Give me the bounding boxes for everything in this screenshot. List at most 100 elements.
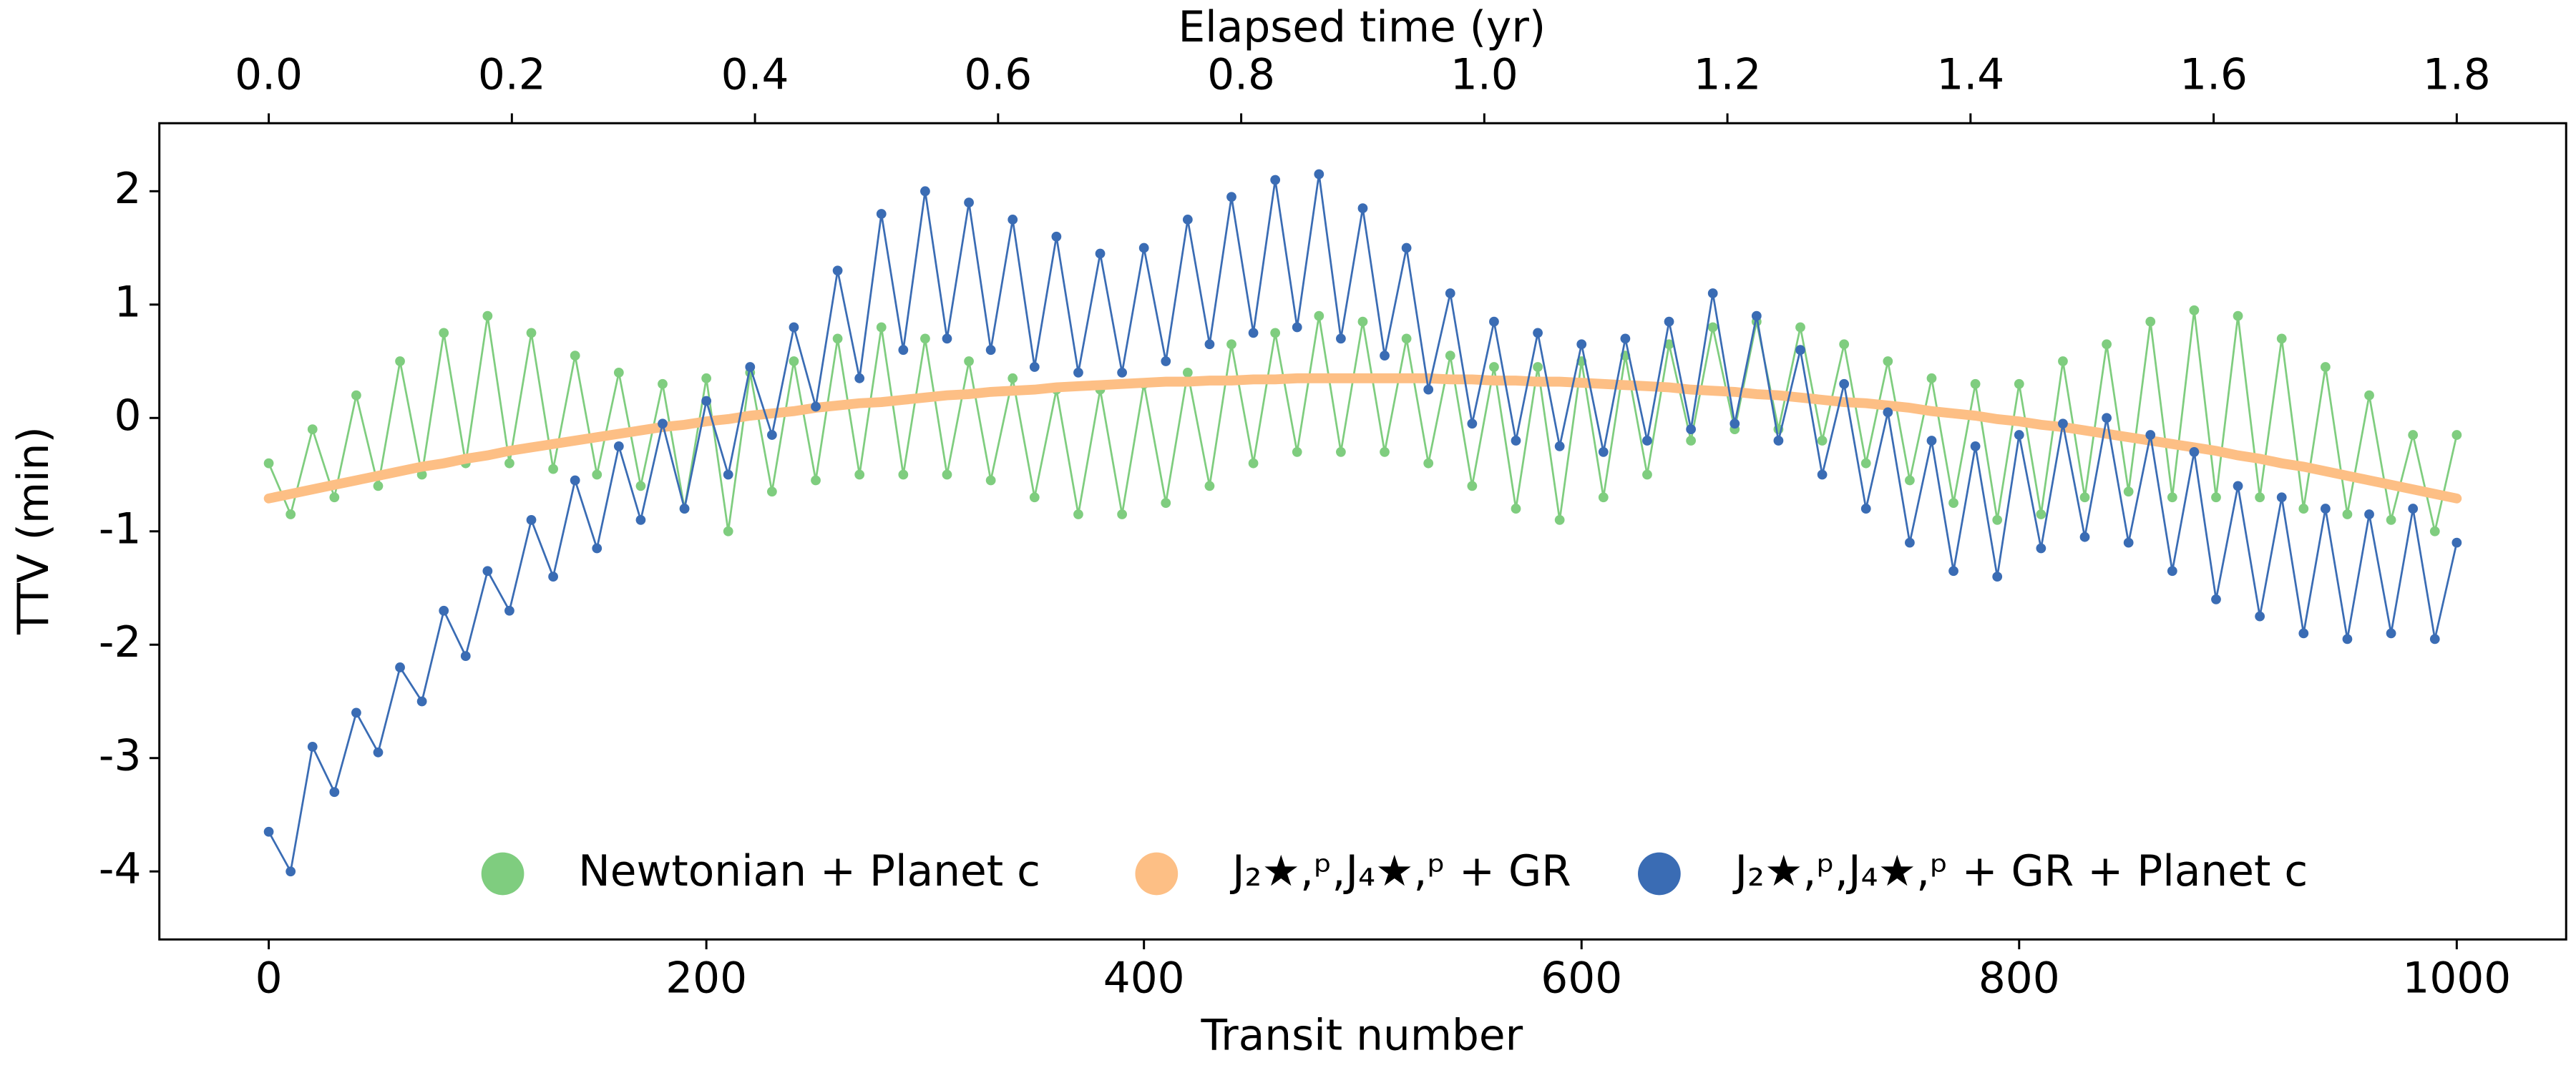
data-point (658, 378, 668, 389)
data-point (1883, 407, 1893, 418)
y-tick-label: 0 (114, 391, 141, 441)
data-point (1905, 475, 1915, 486)
data-point (1029, 492, 1040, 503)
data-point (1817, 469, 1828, 480)
data-point (1707, 322, 1718, 333)
data-point (2167, 566, 2177, 577)
data-point (1860, 458, 1871, 469)
data-point (964, 197, 974, 208)
data-point (1905, 537, 1915, 548)
data-point (307, 424, 318, 435)
top-tick-label: 1.6 (2180, 51, 2248, 100)
data-point (1161, 356, 1171, 366)
data-point (985, 345, 996, 356)
data-point (1292, 446, 1302, 457)
data-point (286, 866, 296, 877)
data-point (2342, 634, 2353, 645)
data-point (1707, 288, 1718, 298)
data-point (789, 322, 799, 333)
data-point (745, 362, 756, 372)
data-point (1138, 242, 1149, 253)
data-point (1073, 368, 1083, 378)
data-point (635, 515, 646, 525)
data-point (1008, 373, 1018, 383)
data-point (985, 475, 996, 486)
data-point (2364, 390, 2374, 401)
legend-label: Newtonian + Planet c (578, 847, 1040, 896)
data-point (1335, 446, 1346, 457)
data-point (2255, 492, 2265, 503)
y-tick-label: 2 (114, 165, 141, 214)
data-point (1226, 192, 1236, 202)
data-point (1335, 333, 1346, 344)
data-point (723, 526, 733, 536)
data-point (1511, 436, 1521, 446)
y-tick-label: -4 (99, 845, 142, 894)
plot-area (263, 169, 2462, 877)
y-tick-label: 1 (114, 278, 141, 327)
y-axis-title: TTV (min) (9, 426, 59, 635)
data-point (2123, 537, 2134, 548)
data-point (1686, 424, 1697, 435)
y-tick-label: -1 (99, 504, 142, 554)
data-point (548, 464, 558, 474)
data-point (1948, 498, 1958, 509)
top-tick-label: 0.4 (721, 51, 789, 100)
data-point (613, 368, 624, 378)
data-point (2014, 430, 2024, 440)
data-point (2058, 356, 2068, 366)
data-point (592, 543, 602, 554)
data-point (1576, 339, 1587, 350)
data-point (1248, 328, 1259, 338)
data-point (2451, 537, 2462, 548)
data-point (263, 458, 274, 469)
data-point (504, 605, 514, 616)
data-point (854, 469, 865, 480)
data-point (1970, 378, 1981, 389)
data-point (526, 328, 537, 338)
data-point (832, 333, 843, 344)
data-point (2233, 310, 2243, 321)
data-point (658, 418, 668, 429)
data-point (1117, 509, 1127, 519)
data-point (2298, 628, 2309, 639)
data-point (2298, 504, 2309, 514)
data-point (2276, 492, 2287, 503)
top-tick-label: 0.2 (478, 51, 546, 100)
data-point (1423, 458, 1434, 469)
data-point (1729, 418, 1740, 429)
data-point (1598, 446, 1609, 457)
data-point (811, 401, 821, 412)
series-line (263, 373, 2462, 504)
data-point (1839, 378, 1850, 389)
data-point (2167, 492, 2177, 503)
data-point (351, 390, 361, 401)
data-point (2102, 413, 2112, 423)
data-point (1357, 316, 1368, 327)
data-point (2189, 305, 2200, 315)
top-tick-label: 1.8 (2423, 51, 2491, 100)
data-point (373, 747, 384, 758)
data-point (942, 333, 952, 344)
data-point (2079, 531, 2090, 542)
data-point (613, 441, 624, 451)
data-point (942, 469, 952, 480)
data-point (1161, 498, 1171, 509)
data-point (286, 509, 296, 519)
data-point (2451, 430, 2462, 440)
data-point (1314, 169, 1324, 180)
data-point (1883, 356, 1893, 366)
legend-marker (1135, 852, 1179, 896)
data-point (1511, 504, 1521, 514)
data-point (395, 662, 405, 672)
data-point (2145, 430, 2156, 440)
data-point (789, 356, 799, 366)
data-point (1860, 504, 1871, 514)
data-point (1467, 418, 1478, 429)
data-point (1686, 436, 1697, 446)
data-point (920, 333, 930, 344)
x-axis-title: Transit number (1200, 1011, 1523, 1061)
data-point (1795, 345, 1805, 356)
data-point (1926, 436, 1937, 446)
